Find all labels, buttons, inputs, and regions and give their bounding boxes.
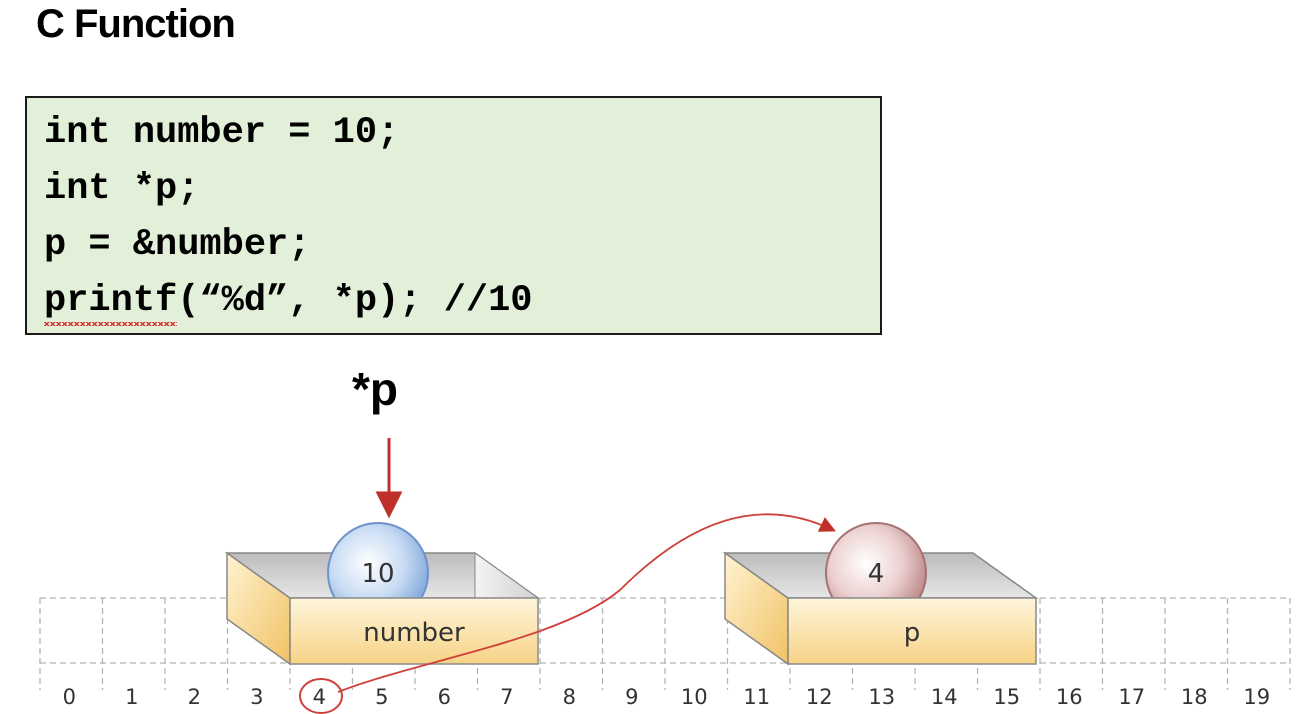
- pointer-deref-label: *p: [352, 363, 398, 415]
- memory-address-2: 2: [188, 685, 201, 709]
- number-box: 10 number: [224, 522, 541, 666]
- memory-address-6: 6: [438, 685, 451, 709]
- memory-address-12: 12: [806, 685, 833, 709]
- p-box: 4 p: [722, 522, 1039, 666]
- memory-address-15: 15: [993, 685, 1020, 709]
- memory-address-13: 13: [868, 685, 895, 709]
- memory-address-14: 14: [931, 685, 958, 709]
- address-arrow: [337, 513, 836, 693]
- code-block: int number = 10; int *p; p = &number; pr…: [25, 96, 882, 335]
- highlighted-address-circle: [299, 678, 343, 714]
- memory-address-11: 11: [743, 685, 770, 709]
- memory-address-7: 7: [500, 685, 513, 709]
- memory-address-1: 1: [125, 685, 138, 709]
- number-value-text: 10: [361, 559, 394, 589]
- page-title: C Function: [36, 2, 236, 46]
- memory-address-5: 5: [375, 685, 388, 709]
- memory-address-0: 0: [63, 685, 76, 709]
- memory-address-18: 18: [1181, 685, 1208, 709]
- code-line-4: printf(“%d”, *p); //10: [44, 280, 533, 322]
- code-comment: //10: [443, 280, 533, 322]
- number-box-label: number: [363, 618, 465, 648]
- p-box-label: p: [904, 618, 921, 648]
- memory-address-19: 19: [1243, 685, 1270, 709]
- memory-address-10: 10: [681, 685, 708, 709]
- memory-address-4: 4: [313, 685, 326, 709]
- memory-address-8: 8: [563, 685, 576, 709]
- memory-address-17: 17: [1118, 685, 1145, 709]
- memory-address-3: 3: [250, 685, 263, 709]
- code-line-1: int number = 10;: [44, 112, 400, 154]
- p-value-text: 4: [868, 559, 885, 589]
- memory-address-9: 9: [625, 685, 638, 709]
- spellcheck-squiggle: printf: [44, 280, 178, 326]
- printf-args: (“%d”, *p);: [177, 280, 444, 322]
- code-line-3: p = &number;: [44, 224, 311, 266]
- memory-address-16: 16: [1056, 685, 1083, 709]
- code-line-2: int *p;: [44, 168, 200, 210]
